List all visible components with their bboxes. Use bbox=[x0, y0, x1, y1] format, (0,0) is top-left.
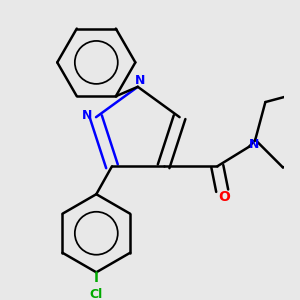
Text: O: O bbox=[219, 190, 231, 204]
Text: N: N bbox=[135, 74, 146, 87]
Text: N: N bbox=[82, 110, 93, 122]
Text: N: N bbox=[249, 138, 259, 151]
Text: Cl: Cl bbox=[90, 288, 103, 300]
